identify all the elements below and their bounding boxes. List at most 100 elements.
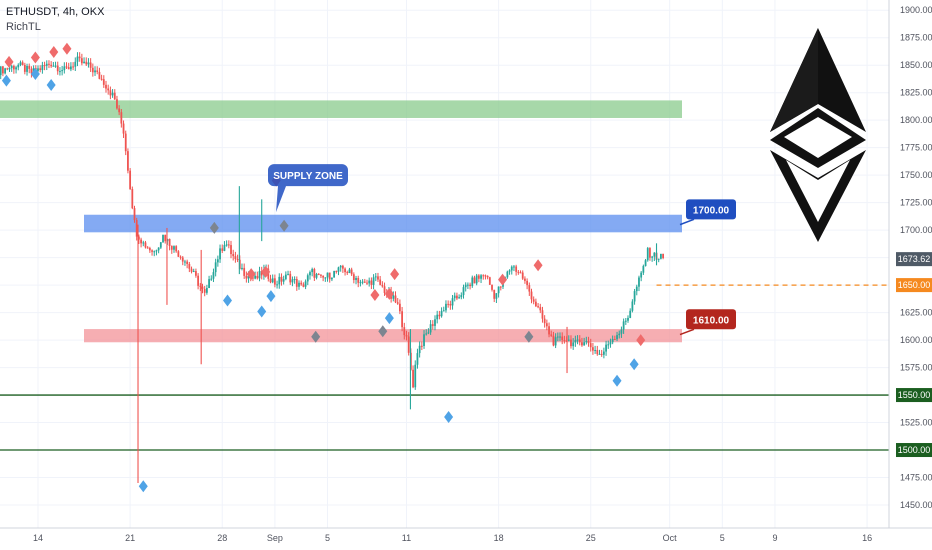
candle-body: [98, 71, 101, 79]
callout-1610-text: 1610.00: [693, 315, 730, 326]
callout-1700-text: 1700.00: [693, 205, 730, 216]
candle-body: [414, 364, 417, 388]
candle-body: [651, 256, 654, 258]
candle-body: [173, 246, 175, 250]
candle-body: [177, 251, 180, 257]
current-price-tag-text: 1673.62: [898, 254, 931, 264]
candle-body: [216, 259, 219, 263]
sell-signal-marker: [30, 51, 40, 64]
candle-body: [578, 339, 581, 343]
candle-body: [37, 68, 39, 72]
candle-body: [192, 271, 195, 273]
candle-body: [377, 276, 379, 280]
candle-body: [280, 276, 283, 282]
candle-body: [157, 247, 160, 251]
candle-body: [245, 275, 248, 279]
candle-body: [201, 286, 204, 289]
candle-body: [247, 275, 250, 279]
candle-body: [89, 62, 92, 68]
candle-body: [653, 252, 656, 257]
buy-signal-marker: [46, 78, 56, 91]
candle-body: [205, 288, 208, 293]
candle-body: [530, 291, 533, 300]
candle-body: [620, 329, 623, 334]
candle-body: [331, 277, 333, 280]
candle-body: [394, 295, 397, 303]
candle-body: [596, 350, 599, 355]
candle-body: [517, 271, 520, 273]
candle-body: [105, 84, 107, 89]
candle-body: [532, 299, 535, 302]
candle-body: [629, 310, 632, 318]
candle-body: [155, 250, 158, 252]
candle-body: [423, 334, 425, 347]
x-tick-label: 9: [772, 533, 777, 543]
candle-body: [469, 284, 471, 287]
candle-body: [631, 301, 634, 311]
x-tick-label: 5: [720, 533, 725, 543]
candle-body: [436, 314, 439, 320]
candle-body: [451, 298, 454, 306]
candle-body: [381, 284, 384, 287]
callout-1610: [686, 309, 736, 330]
candle-body: [137, 236, 140, 240]
candle-body: [447, 303, 450, 305]
neutral-signal-marker: [279, 219, 289, 232]
supply-zone-callout-text: SUPPLY ZONE: [273, 171, 343, 182]
candle-body: [17, 64, 20, 68]
y-tick-label: 1525.00: [900, 418, 932, 428]
candle-body: [151, 250, 153, 252]
sell-signal-marker: [390, 268, 400, 281]
supply-zone: [84, 214, 682, 233]
sell-signal-marker: [498, 273, 508, 286]
candle-body: [539, 307, 542, 311]
candle-body: [543, 318, 546, 324]
candle-body: [203, 288, 206, 293]
candle-body: [346, 272, 349, 274]
candle-body: [589, 343, 592, 348]
horizontal-lines-layer: [0, 284, 889, 451]
y-tick-label: 1700.00: [900, 225, 932, 235]
candle-body: [592, 347, 594, 351]
candle-body: [482, 275, 485, 277]
sell-signal-marker: [370, 288, 380, 301]
candle-body: [94, 70, 96, 73]
candle-body: [65, 66, 68, 68]
candle-body: [159, 242, 162, 248]
candle-body: [234, 256, 237, 260]
candle-body: [116, 99, 118, 109]
candle-body: [107, 88, 110, 91]
candle-body: [56, 65, 59, 72]
candle-body: [344, 268, 346, 273]
candle-body: [313, 269, 316, 278]
neutral-signal-marker: [524, 330, 534, 343]
candle-body: [420, 345, 423, 347]
time-axis[interactable]: 14 21 28 Sep 5 11 18 25 Oct 5 9 16: [33, 533, 872, 543]
candle-body: [627, 317, 629, 321]
candle-body: [129, 170, 132, 190]
candle-body: [87, 62, 90, 65]
candle-body: [170, 245, 173, 250]
candle-body: [96, 70, 99, 72]
candle-body: [278, 276, 281, 285]
y-tick-label: 1825.00: [900, 88, 932, 98]
y-tick-label: 1625.00: [900, 308, 932, 318]
y-tick-label: 1750.00: [900, 170, 932, 180]
support-line-1550-tag-text: 1550.00: [898, 390, 931, 400]
support-line-1500-tag-text: 1500.00: [898, 445, 931, 455]
candle-body: [561, 336, 564, 341]
candle-body: [102, 79, 105, 85]
y-tick-label: 1850.00: [900, 60, 932, 70]
candle-body: [559, 336, 561, 338]
candle-body: [74, 61, 77, 67]
candle-body: [519, 272, 522, 274]
candle-body: [26, 65, 28, 72]
candle-body: [548, 326, 550, 335]
candle-body: [624, 320, 627, 322]
candle-body: [287, 273, 289, 275]
signals-layer: [1, 42, 646, 493]
candle-body: [63, 66, 66, 71]
candle-body: [197, 275, 200, 286]
candle-body: [429, 324, 432, 333]
